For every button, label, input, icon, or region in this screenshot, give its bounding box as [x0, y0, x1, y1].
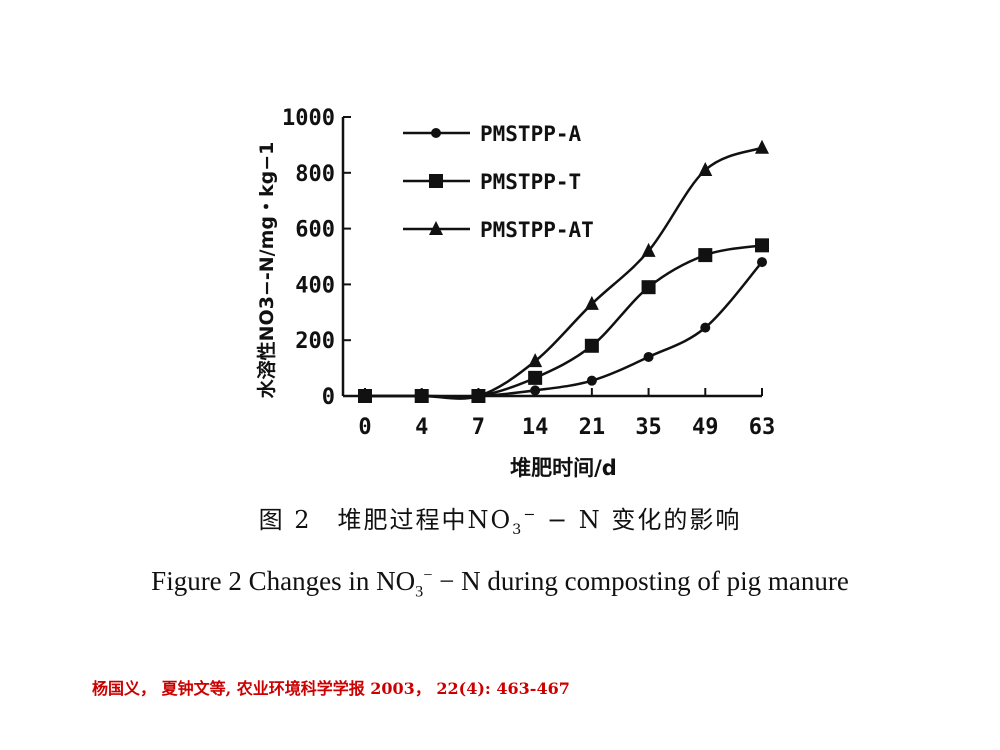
x-tick-label: 4 — [415, 415, 428, 440]
x-axis-title: 堆肥时间/d — [510, 456, 617, 480]
x-tick-label: 7 — [472, 415, 485, 440]
data-point-pmstpp-at — [641, 242, 656, 257]
data-point-pmstpp-t — [641, 280, 656, 295]
y-tick-label: 0 — [322, 385, 335, 410]
y-tick-label: 800 — [295, 162, 335, 187]
x-tick-label: 14 — [522, 415, 549, 440]
data-point-pmstpp-at — [755, 139, 769, 154]
y-tick-label: 600 — [295, 218, 335, 243]
x-tick-label: 49 — [692, 415, 719, 440]
data-point-pmstpp-t — [698, 248, 713, 263]
legend-label: PMSTPP-A — [480, 122, 582, 146]
data-point-pmstpp-at — [584, 295, 599, 310]
figure-caption-english: Figure 2 Changes in NO3− − N during comp… — [151, 566, 849, 601]
data-point-pmstpp-a — [757, 257, 767, 268]
data-point-pmstpp-at — [358, 388, 372, 402]
data-point-pmstpp-at — [698, 162, 713, 177]
legend-marker-pmstpp-at — [429, 221, 443, 235]
legend-label: PMSTPP-T — [480, 170, 581, 194]
x-tick-label: 0 — [358, 415, 371, 440]
figure-caption-chinese: 图 2 堆肥过程中NO3− − N 变化的影响 — [258, 506, 742, 538]
x-tick-label: 35 — [635, 415, 662, 440]
data-point-pmstpp-t — [755, 238, 769, 253]
y-axis-title: 水溶性NO3−-N/mg・kg−1 — [255, 142, 278, 399]
data-point-pmstpp-t — [584, 338, 599, 353]
x-tick-label: 21 — [579, 415, 606, 440]
chart: 0 200 400 600 800 1000 0 4 7 14 21 35 49 63 堆肥时间/d 水溶性N… — [255, 106, 776, 480]
y-tick-label: 200 — [295, 329, 335, 354]
legend-marker-pmstpp-a — [431, 128, 441, 138]
citation: 杨国义， 夏钟文等, 农业环境科学学报 2003， 22(4): 463-467 — [92, 679, 570, 698]
series-line-pmstpp-t — [364, 244, 763, 399]
data-point-pmstpp-a — [643, 351, 654, 362]
data-point-pmstpp-a — [530, 385, 541, 396]
y-tick-label: 400 — [295, 273, 335, 298]
legend-label: PMSTPP-AT — [480, 218, 594, 242]
x-tick-label: 63 — [749, 415, 776, 440]
data-point-pmstpp-at — [414, 388, 429, 402]
data-point-pmstpp-at — [528, 353, 543, 368]
data-point-pmstpp-t — [528, 370, 543, 385]
y-tick-label: 1000 — [282, 106, 335, 131]
data-point-pmstpp-at — [471, 388, 486, 402]
legend-marker-pmstpp-t — [429, 174, 443, 188]
data-point-pmstpp-a — [700, 322, 711, 333]
data-point-pmstpp-a — [586, 375, 597, 386]
